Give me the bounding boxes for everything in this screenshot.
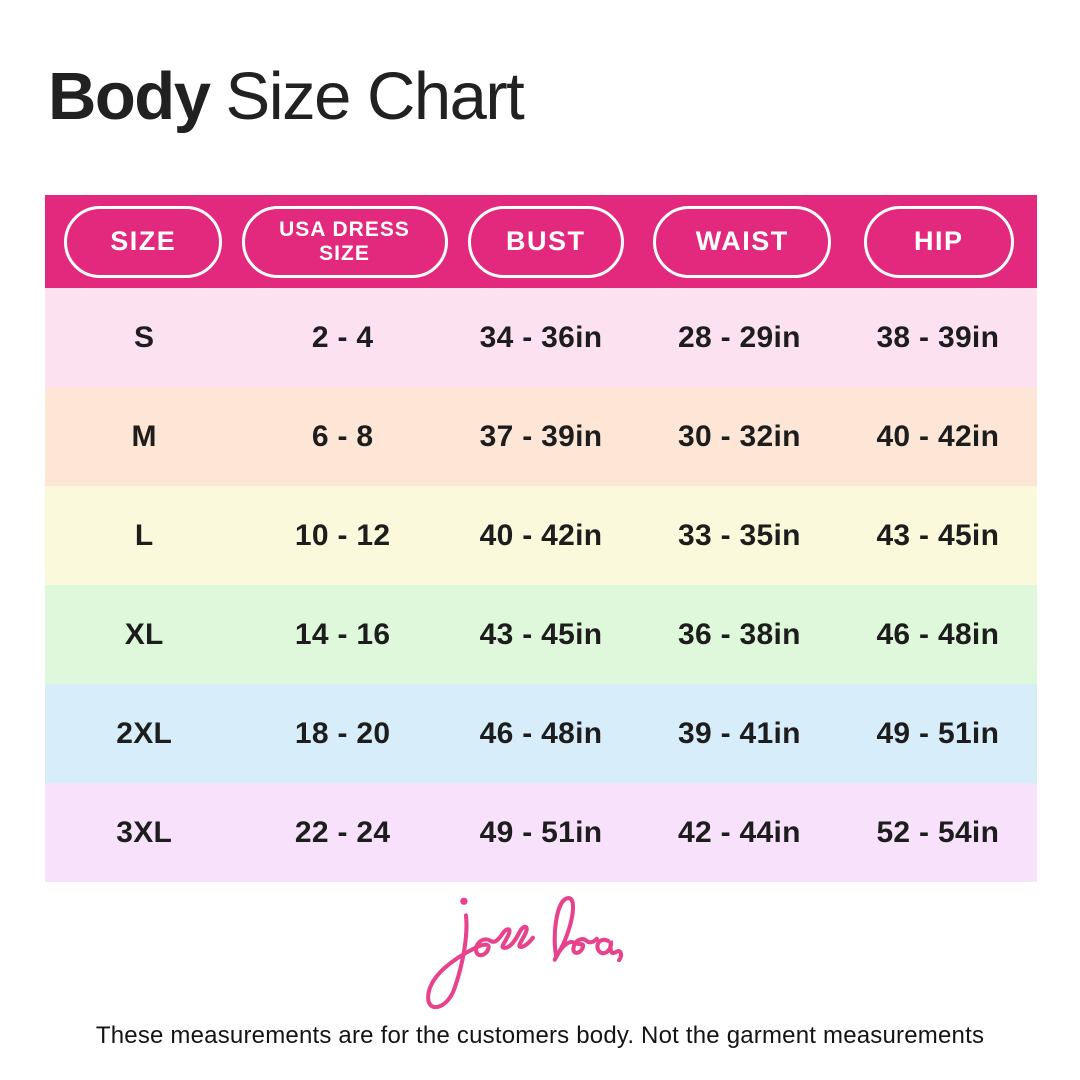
cell-waist: 30 - 32in [678,419,801,453]
table-row: L 10 - 12 40 - 42in 33 - 35in 43 - 45in [45,486,1037,585]
signature-stroke-le [552,896,599,962]
cell-bust: 40 - 42in [479,518,603,552]
cell-bust: 34 - 36in [479,320,603,354]
cell-dress: 22 - 24 [294,815,391,849]
column-header-size: SIZE [45,205,242,278]
cell-size: M [131,419,157,453]
table-row: 3XL 22 - 24 49 - 51in 42 - 44in 52 - 54i… [45,783,1037,882]
cell-size: 2XL [116,716,173,750]
cell-size: L [134,518,154,552]
cell-bust: 49 - 51in [479,815,603,849]
table-row: XL 14 - 16 43 - 45in 36 - 38in 46 - 48in [45,585,1037,684]
cell-waist: 28 - 29in [678,320,801,354]
disclaimer-text: These measurements are for the customers… [95,1022,985,1049]
signature-stroke-a [595,937,624,963]
column-header-pill: USA DRESS SIZE [241,205,448,278]
column-header-pill: WAIST [653,205,832,278]
title-bold: Body [48,59,211,134]
cell-bust: 46 - 48in [479,716,603,750]
cell-hip: 40 - 42in [876,419,1000,453]
table-row: 2XL 18 - 20 46 - 48in 39 - 41in 49 - 51i… [45,684,1037,783]
cell-dress: 14 - 16 [294,617,391,651]
size-chart-table: SIZE USA DRESS SIZE BUST WAIST HIP S 2 -… [45,195,1037,882]
page-title: Body Size Chart [48,58,525,135]
column-header-hip: HIP [841,205,1038,278]
column-header-bust: BUST [448,205,645,278]
column-header-pill: HIP [863,205,1014,278]
cell-dress: 10 - 12 [294,518,391,552]
j-dot [460,897,468,905]
table-header-row: SIZE USA DRESS SIZE BUST WAIST HIP [45,195,1037,288]
cell-dress: 2 - 4 [311,320,374,354]
column-header-pill: BUST [467,205,624,278]
column-header-pill: SIZE [64,205,223,278]
column-header-usa-dress-size: USA DRESS SIZE [241,205,448,278]
cell-bust: 43 - 45in [479,617,603,651]
cell-size: XL [124,617,164,651]
cell-bust: 37 - 39in [479,419,603,453]
brand-logo [407,884,673,1031]
title-regular: Size Chart [225,59,525,134]
cell-waist: 36 - 38in [678,617,801,651]
table-row: M 6 - 8 37 - 39in 30 - 32in 40 - 42in [45,387,1037,486]
cell-hip: 52 - 54in [876,815,1000,849]
cell-hip: 49 - 51in [876,716,1000,750]
cell-waist: 33 - 35in [678,518,801,552]
cell-waist: 42 - 44in [678,815,801,849]
signature-stroke-jess [426,913,535,1010]
cell-dress: 6 - 8 [311,419,374,453]
cell-hip: 46 - 48in [876,617,1000,651]
jess-lea-signature-logo [426,896,624,1010]
cell-size: S [134,320,155,354]
cell-hip: 43 - 45in [876,518,1000,552]
cell-dress: 18 - 20 [294,716,391,750]
table-row: S 2 - 4 34 - 36in 28 - 29in 38 - 39in [45,288,1037,387]
cell-size: 3XL [116,815,173,849]
cell-hip: 38 - 39in [876,320,1000,354]
cell-waist: 39 - 41in [678,716,801,750]
column-header-waist: WAIST [644,205,841,278]
